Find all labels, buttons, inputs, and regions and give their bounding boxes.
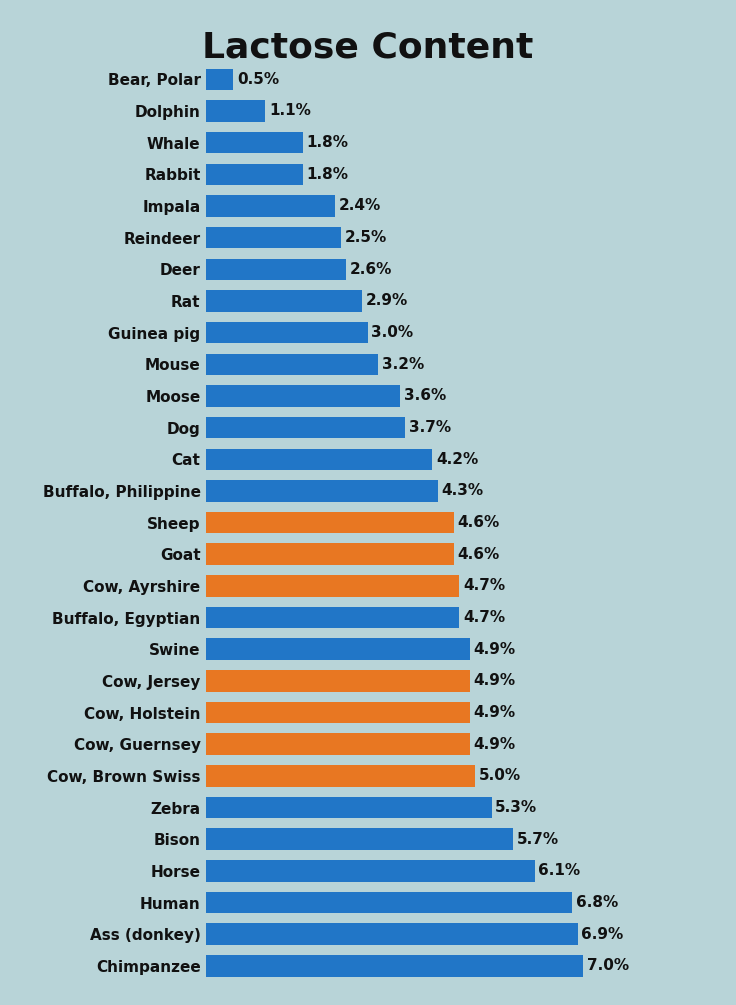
Text: 6.9%: 6.9% — [581, 927, 623, 942]
Text: 1.8%: 1.8% — [307, 135, 349, 150]
Bar — [206, 322, 368, 344]
Text: 0.5%: 0.5% — [237, 71, 279, 86]
Text: 3.2%: 3.2% — [382, 357, 425, 372]
Text: 2.6%: 2.6% — [350, 261, 392, 276]
Bar — [206, 701, 470, 724]
Bar — [206, 132, 303, 154]
Text: 2.5%: 2.5% — [344, 230, 386, 245]
Bar — [206, 924, 578, 945]
Bar — [206, 195, 336, 217]
Bar — [206, 891, 573, 914]
Text: 4.9%: 4.9% — [474, 706, 516, 721]
Text: 2.4%: 2.4% — [339, 198, 381, 213]
Bar — [206, 354, 378, 375]
Text: 4.9%: 4.9% — [474, 737, 516, 752]
Text: Lactose Content: Lactose Content — [202, 30, 534, 64]
Text: 1.8%: 1.8% — [307, 167, 349, 182]
Text: 5.7%: 5.7% — [517, 832, 559, 847]
Text: 4.6%: 4.6% — [458, 547, 500, 562]
Bar — [206, 734, 470, 755]
Bar — [206, 258, 346, 280]
Text: 4.7%: 4.7% — [463, 610, 505, 625]
Bar — [206, 100, 265, 122]
Bar — [206, 385, 400, 407]
Text: 1.1%: 1.1% — [269, 104, 311, 119]
Text: 3.7%: 3.7% — [409, 420, 451, 435]
Bar — [206, 164, 303, 185]
Bar — [206, 607, 459, 628]
Bar — [206, 638, 470, 660]
Bar — [206, 860, 534, 881]
Bar — [206, 448, 432, 470]
Text: 3.0%: 3.0% — [372, 325, 414, 340]
Text: 6.8%: 6.8% — [576, 895, 618, 911]
Text: 6.1%: 6.1% — [538, 863, 581, 878]
Bar — [206, 797, 492, 818]
Bar — [206, 544, 454, 565]
Bar — [206, 765, 475, 787]
Bar — [206, 670, 470, 691]
Text: 4.2%: 4.2% — [436, 452, 478, 466]
Bar — [206, 290, 362, 312]
Text: 4.6%: 4.6% — [458, 516, 500, 530]
Text: 4.3%: 4.3% — [442, 483, 484, 498]
Text: 4.7%: 4.7% — [463, 579, 505, 593]
Text: 2.9%: 2.9% — [366, 293, 408, 309]
Bar — [206, 227, 341, 248]
Bar — [206, 512, 454, 534]
Text: 5.3%: 5.3% — [495, 800, 537, 815]
Text: 5.0%: 5.0% — [479, 769, 521, 784]
Text: 7.0%: 7.0% — [587, 959, 629, 974]
Bar — [206, 417, 406, 438]
Bar — [206, 480, 438, 501]
Bar — [206, 828, 513, 850]
Text: 4.9%: 4.9% — [474, 642, 516, 656]
Text: 4.9%: 4.9% — [474, 673, 516, 688]
Bar — [206, 68, 233, 90]
Bar — [206, 575, 459, 597]
Bar — [206, 955, 583, 977]
Text: 3.6%: 3.6% — [404, 389, 446, 403]
